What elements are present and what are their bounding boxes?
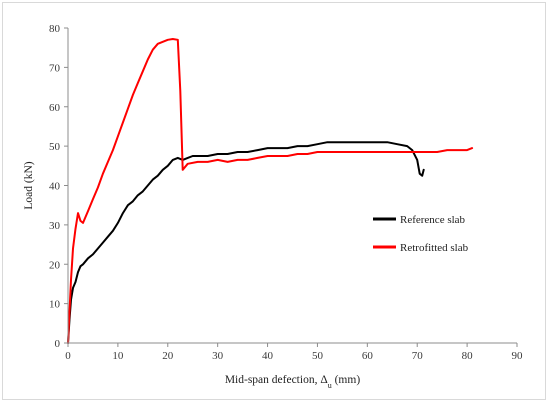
legend-label-retrofitted-slab: Retrofitted slab <box>400 242 469 254</box>
x-ticks: 0 10 20 30 40 50 60 70 80 90 <box>65 343 523 362</box>
y-tick-label: 10 <box>49 299 61 311</box>
x-axis-title-main: Mid-span defection, Δ <box>225 374 328 386</box>
x-tick-label: 10 <box>112 350 124 362</box>
y-tick-label: 20 <box>49 259 61 271</box>
y-tick-label: 70 <box>49 62 61 74</box>
x-tick-label: 40 <box>262 350 274 362</box>
y-ticks: 0 10 20 30 40 50 60 70 80 <box>49 23 68 350</box>
x-tick-label: 80 <box>462 350 474 362</box>
x-tick-label: 50 <box>312 350 324 362</box>
x-axis-title-subscript: u <box>328 381 332 390</box>
x-axis-title: Mid-span defection, Δu (mm) <box>225 374 360 390</box>
y-axis-title: Load (kN) <box>23 161 35 209</box>
y-tick-label: 40 <box>49 181 61 193</box>
y-tick-label: 60 <box>49 102 61 114</box>
y-tick-label: 80 <box>49 23 61 35</box>
x-tick-label: 30 <box>212 350 224 362</box>
x-tick-label: 60 <box>362 350 374 362</box>
axes <box>67 28 517 344</box>
plot-area <box>67 38 474 344</box>
series-line-retrofitted-slab <box>67 38 474 344</box>
y-tick-label: 30 <box>49 220 61 232</box>
legend: Reference slab Retrofitted slab <box>373 214 469 254</box>
legend-label-reference-slab: Reference slab <box>400 214 466 226</box>
x-tick-label: 20 <box>162 350 174 362</box>
x-tick-label: 0 <box>65 350 71 362</box>
y-tick-label: 0 <box>55 338 61 350</box>
x-tick-label: 70 <box>412 350 424 362</box>
x-tick-label: 90 <box>512 350 524 362</box>
series-line-reference-slab <box>67 141 425 344</box>
x-axis-title-unit: (mm) <box>332 374 361 386</box>
y-tick-label: 50 <box>49 141 61 153</box>
